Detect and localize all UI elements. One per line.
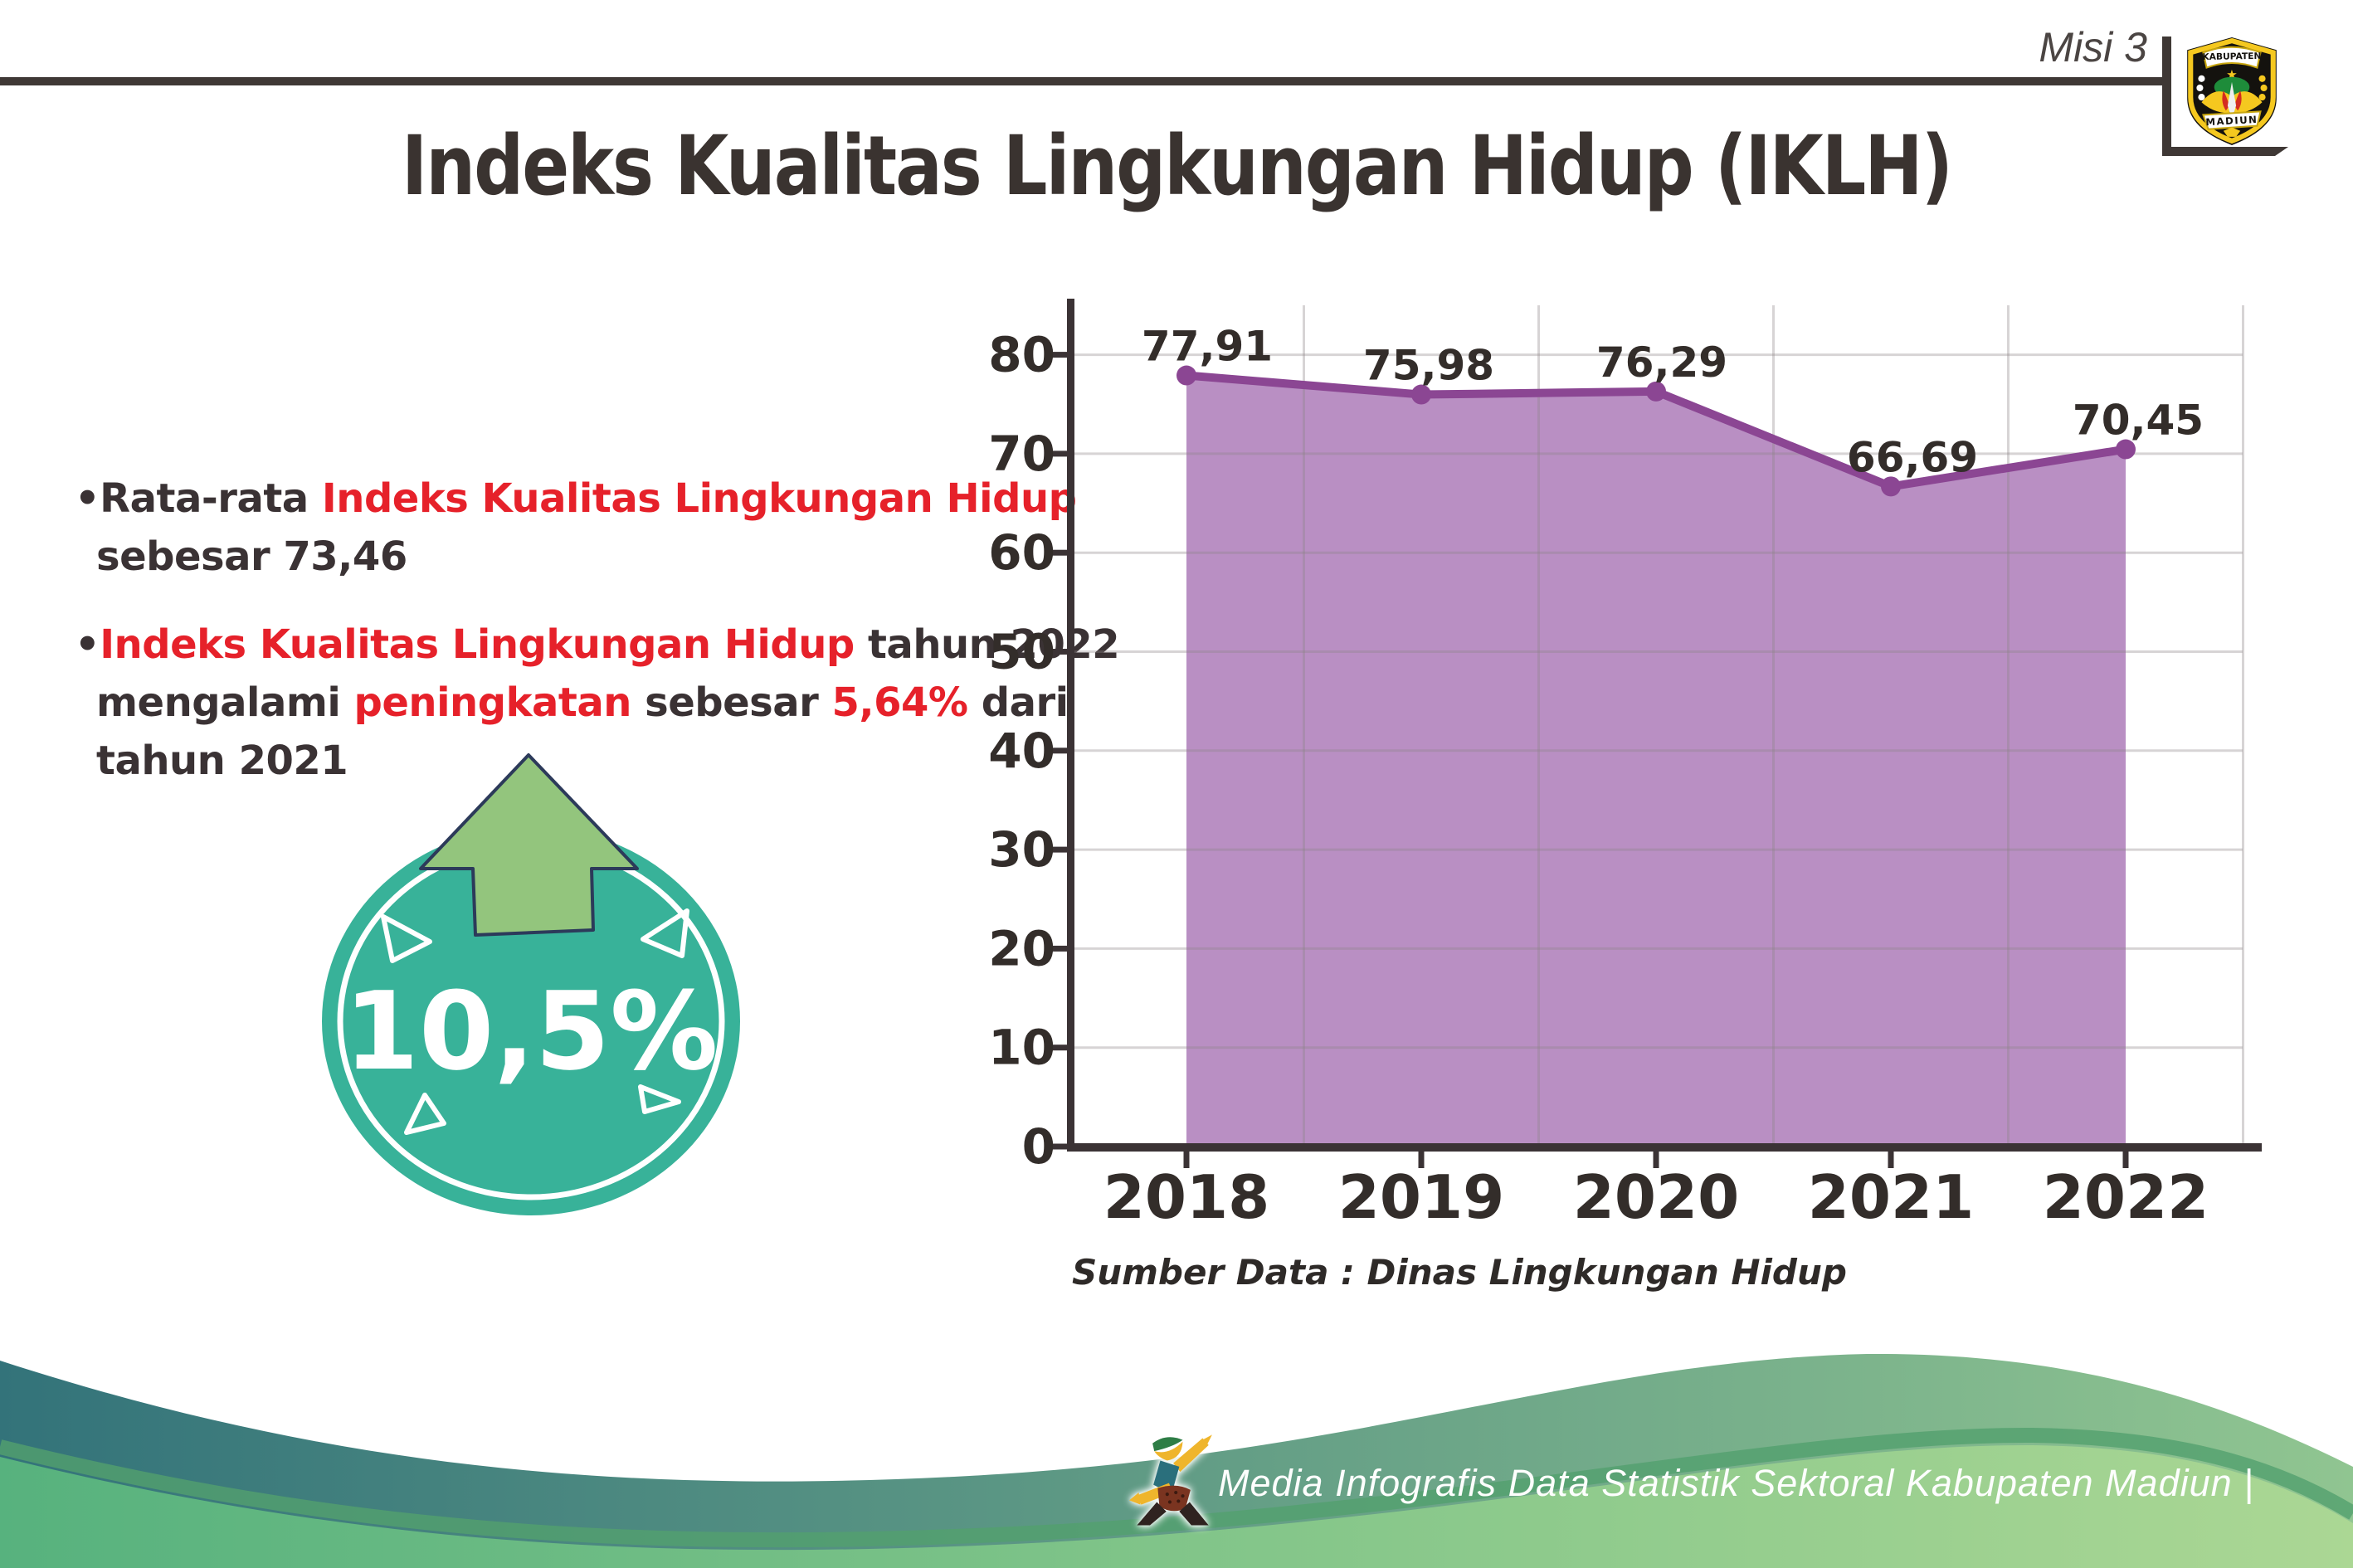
footer-credit: Media Infografis Data Statistik Sektoral… bbox=[1218, 1462, 2254, 1504]
area-fill bbox=[1186, 375, 2126, 1147]
y-tick bbox=[1052, 352, 1067, 358]
data-point bbox=[1411, 384, 1431, 405]
bullet-item: •Indeks Kualitas Lingkungan Hidup tahun … bbox=[75, 616, 1120, 790]
y-tick bbox=[1052, 649, 1067, 655]
x-axis-line bbox=[1067, 1143, 2262, 1152]
y-tick-label: 40 bbox=[988, 723, 1055, 779]
data-label: 66,69 bbox=[1847, 433, 1978, 481]
x-tick-label: 2019 bbox=[1338, 1162, 1504, 1232]
bullet-line: •Indeks Kualitas Lingkungan Hidup tahun … bbox=[75, 621, 1120, 668]
y-tick bbox=[1052, 450, 1067, 457]
y-tick bbox=[1052, 846, 1067, 853]
crest-cotton bbox=[2196, 75, 2205, 101]
crest-kris bbox=[2227, 81, 2237, 120]
mascot-hat bbox=[1152, 1437, 1183, 1452]
x-tick-label: 2022 bbox=[2043, 1162, 2209, 1232]
y-tick-label: 60 bbox=[988, 524, 1055, 581]
mascot-sarong bbox=[1157, 1485, 1191, 1512]
key-points: •Rata-rata Indeks Kualitas Lingkungan Hi… bbox=[75, 470, 1120, 820]
statistics-mascot bbox=[1129, 1434, 1212, 1526]
wave-green bbox=[0, 1444, 2353, 1568]
x-tick bbox=[2122, 1152, 2129, 1168]
y-tick-label: 30 bbox=[988, 821, 1055, 878]
x-tick bbox=[1888, 1152, 1894, 1168]
y-tick-label: 10 bbox=[988, 1020, 1055, 1076]
crest-yellow-ring bbox=[2188, 37, 2276, 144]
x-tick bbox=[1183, 1152, 1190, 1168]
badge-tick-triangles bbox=[381, 908, 689, 1135]
crest-ribbon-bottom bbox=[2202, 110, 2262, 130]
chart-source-note: Sumber Data : Dinas Lingkungan Hidup bbox=[1072, 1252, 1847, 1293]
page-title: Indeks Kualitas Lingkungan Hidup (IKLH) bbox=[402, 118, 1953, 214]
bullet-line: •Rata-rata Indeks Kualitas Lingkungan Hi… bbox=[75, 475, 1077, 522]
bullet-line: mengalami peningkatan sebesar 5,64% dari bbox=[96, 679, 1069, 726]
crest-bottom-text: MADIUN bbox=[2205, 114, 2258, 128]
bullet-line: tahun 2021 bbox=[96, 738, 348, 784]
mascot-leg-right bbox=[1179, 1502, 1209, 1526]
y-tick-label: 0 bbox=[1022, 1118, 1055, 1175]
mascot-arm-up bbox=[1173, 1438, 1209, 1473]
y-tick bbox=[1052, 945, 1067, 952]
data-point bbox=[2116, 439, 2136, 460]
header-rule bbox=[0, 77, 2167, 85]
y-tick bbox=[1052, 1045, 1067, 1051]
y-tick-label: 20 bbox=[988, 920, 1055, 976]
data-point bbox=[1881, 476, 1901, 497]
bullet-item: •Rata-rata Indeks Kualitas Lingkungan Hi… bbox=[75, 470, 1077, 586]
mascot-face bbox=[1154, 1441, 1183, 1461]
logo-bracket-vertical bbox=[2162, 37, 2171, 156]
mascot-hand-up bbox=[1201, 1434, 1212, 1447]
kabupaten-madiun-logo: KABUPATEN ★ MADIUN bbox=[2187, 37, 2277, 145]
data-point bbox=[1176, 365, 1196, 386]
iklh-area-chart: 0 10 20 30 40 50 60 70 80 2018 2019 2020 2021 2022 77,… bbox=[988, 299, 2262, 1293]
crest-flame-right bbox=[2234, 90, 2242, 111]
wave-green-shadow bbox=[0, 1427, 2353, 1548]
y-tick bbox=[1052, 1143, 1067, 1150]
x-tick bbox=[1418, 1152, 1425, 1168]
mascot-leg-left bbox=[1137, 1502, 1167, 1526]
crest-ribbon-top bbox=[2202, 46, 2262, 69]
x-tick-label: 2018 bbox=[1103, 1162, 1269, 1232]
x-tick bbox=[1653, 1152, 1659, 1168]
x-tick-label: 2021 bbox=[1808, 1162, 1974, 1232]
data-label: 77,91 bbox=[1142, 323, 1273, 371]
x-tick-label: 2020 bbox=[1573, 1162, 1739, 1232]
bullet-line: sebesar 73,46 bbox=[96, 533, 407, 580]
crest-base-ornament bbox=[2223, 127, 2241, 137]
crest-flame-left bbox=[2222, 90, 2229, 111]
crest-top-text: KABUPATEN bbox=[2202, 51, 2261, 62]
up-arrow-icon bbox=[419, 753, 639, 937]
y-tick-label: 80 bbox=[988, 327, 1055, 383]
data-point bbox=[1646, 381, 1666, 402]
mascot-sarong-pattern bbox=[1165, 1490, 1185, 1504]
mission-label: Misi 3 bbox=[2039, 24, 2147, 71]
data-label: 76,29 bbox=[1596, 338, 1727, 387]
y-tick-label: 70 bbox=[988, 426, 1055, 482]
y-tick bbox=[1052, 747, 1067, 754]
y-tick bbox=[1052, 549, 1067, 556]
y-axis-line bbox=[1067, 299, 1074, 1151]
y-tick-label: 50 bbox=[988, 624, 1055, 680]
data-label: 70,45 bbox=[2073, 397, 2204, 445]
mascot-hand-down bbox=[1129, 1493, 1141, 1505]
data-label: 75,98 bbox=[1363, 342, 1494, 390]
badge-circle bbox=[322, 827, 740, 1215]
crest-wheat bbox=[2258, 75, 2268, 101]
increase-badge: 10,5% bbox=[322, 753, 740, 1215]
badge-value: 10,5% bbox=[343, 968, 718, 1094]
logo-bracket-horizontal bbox=[2162, 147, 2288, 156]
